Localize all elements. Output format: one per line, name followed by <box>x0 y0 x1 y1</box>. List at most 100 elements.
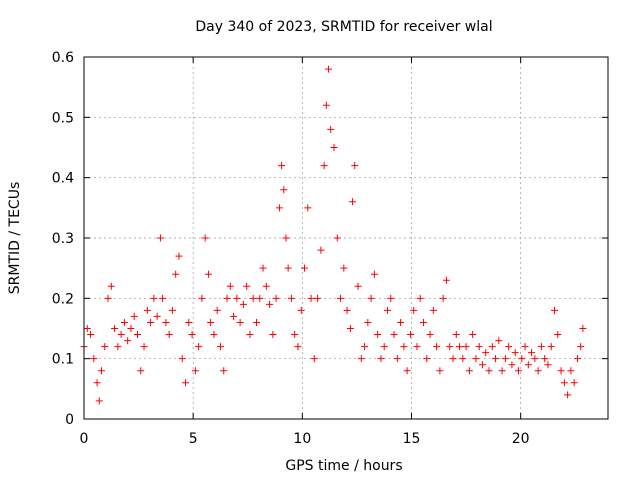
data-point <box>442 276 450 284</box>
data-point <box>446 343 454 351</box>
data-point <box>172 270 180 278</box>
data-point <box>374 331 382 339</box>
data-point <box>501 355 509 363</box>
data-point <box>195 343 203 351</box>
data-point <box>361 343 369 351</box>
data-point <box>465 367 473 375</box>
y-tick-label: 0.2 <box>52 291 74 307</box>
data-point <box>117 331 125 339</box>
y-axis-label: SRMTID / TECUs <box>7 182 23 295</box>
data-point <box>511 349 519 357</box>
data-point <box>423 355 431 363</box>
data-point <box>354 282 362 290</box>
data-point <box>333 234 341 242</box>
data-point <box>223 294 231 302</box>
data-point <box>256 294 264 302</box>
data-point <box>322 101 330 109</box>
data-point <box>337 294 345 302</box>
data-point <box>472 355 480 363</box>
x-axis-label: GPS time / hours <box>285 458 402 474</box>
data-point <box>269 331 277 339</box>
data-point <box>403 367 411 375</box>
data-point <box>220 367 228 375</box>
data-point <box>528 349 536 357</box>
data-point <box>475 343 483 351</box>
data-point <box>413 343 421 351</box>
data-point <box>482 349 490 357</box>
data-point <box>140 343 148 351</box>
data-point <box>236 318 244 326</box>
data-point <box>393 355 401 363</box>
data-point <box>518 355 526 363</box>
data-point <box>301 264 309 272</box>
data-point <box>325 65 333 73</box>
data-point <box>478 361 486 369</box>
data-point <box>397 318 405 326</box>
data-point <box>521 343 529 351</box>
data-point <box>133 331 141 339</box>
data-point <box>156 234 164 242</box>
x-tick-label: 5 <box>189 431 198 447</box>
data-point <box>233 294 241 302</box>
data-point <box>524 361 532 369</box>
data-point <box>284 264 292 272</box>
data-point <box>266 300 274 308</box>
data-point <box>111 325 119 332</box>
data-point <box>120 318 128 326</box>
data-point <box>207 318 215 326</box>
data-point <box>340 264 348 272</box>
data-point <box>433 343 441 351</box>
data-point <box>534 367 542 375</box>
data-point <box>272 294 280 302</box>
data-point <box>320 162 328 170</box>
data-point <box>330 144 338 151</box>
data-point <box>278 162 286 170</box>
data-point <box>168 306 176 314</box>
data-point <box>188 331 196 339</box>
data-point <box>216 343 224 351</box>
data-point <box>351 162 359 170</box>
data-point <box>327 125 335 133</box>
data-point <box>498 367 506 375</box>
data-point <box>488 343 496 351</box>
data-point <box>291 331 299 339</box>
data-point <box>259 264 267 272</box>
data-point <box>107 282 115 290</box>
x-tick-label: 0 <box>80 431 89 447</box>
data-point <box>150 294 158 302</box>
data-point <box>314 294 322 302</box>
data-point <box>101 343 109 351</box>
data-points <box>80 65 587 405</box>
axis-ticks: 0 0.1 0.2 0.3 0.4 0.5 0.6 0 5 10 15 20 <box>52 50 608 447</box>
data-point <box>198 294 206 302</box>
data-point <box>95 397 103 405</box>
grid <box>84 57 608 419</box>
data-point <box>541 355 549 363</box>
data-point <box>406 331 414 339</box>
data-point <box>262 282 270 290</box>
data-point <box>210 331 218 339</box>
data-point <box>429 306 437 314</box>
y-tick-label: 0.6 <box>52 50 74 66</box>
data-point <box>485 367 493 375</box>
y-tick-label: 0.1 <box>52 352 74 368</box>
data-point <box>357 355 365 363</box>
data-point <box>436 367 444 375</box>
data-point <box>130 312 138 320</box>
data-point <box>294 343 302 351</box>
data-point <box>495 337 503 345</box>
data-point <box>124 337 132 345</box>
y-tick-label: 0.3 <box>52 231 74 247</box>
data-point <box>90 355 98 363</box>
data-point <box>287 294 295 302</box>
data-point <box>551 306 559 314</box>
y-tick-label: 0.5 <box>52 110 74 126</box>
data-point <box>577 343 585 351</box>
data-point <box>178 355 186 363</box>
data-point <box>370 270 378 278</box>
data-point <box>127 325 135 332</box>
data-point <box>547 343 555 351</box>
data-point <box>159 294 167 302</box>
data-point <box>191 367 199 375</box>
